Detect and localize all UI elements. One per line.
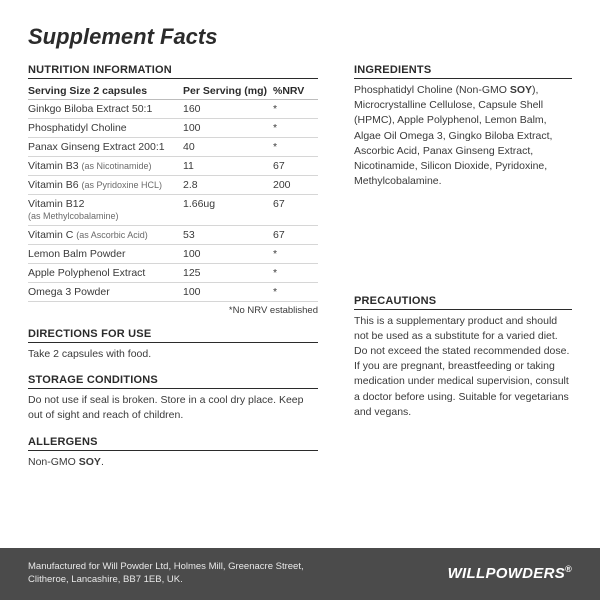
- storage-body: Do not use if seal is broken. Store in a…: [28, 393, 318, 423]
- nutrient-name: Vitamin C (as Ascorbic Acid): [28, 226, 183, 245]
- nrv-value: 67: [273, 195, 318, 226]
- table-row: Phosphatidyl Choline100*: [28, 119, 318, 138]
- ingredients-heading: INGREDIENTS: [354, 64, 572, 79]
- nutrient-name: Vitamin B3 (as Nicotinamide): [28, 157, 183, 176]
- nutrient-name: Vitamin B12(as Methylcobalamine): [28, 195, 183, 226]
- footer-bar: Manufactured for Will Powder Ltd, Holmes…: [0, 548, 600, 600]
- nrv-value: *: [273, 119, 318, 138]
- manufacturer-text: Manufactured for Will Powder Ltd, Holmes…: [28, 561, 338, 587]
- nrv-value: *: [273, 264, 318, 283]
- left-column: NUTRITION INFORMATION Serving Size 2 cap…: [28, 64, 318, 470]
- ingredients-body: Phosphatidyl Choline (Non-GMO SOY), Micr…: [354, 83, 572, 190]
- brand-logo: WILLPOWDERS®: [448, 563, 572, 584]
- per-serving-value: 53: [183, 226, 273, 245]
- per-serving-value: 100: [183, 245, 273, 264]
- nutrition-table: Ginkgo Biloba Extract 50:1160*Phosphatid…: [28, 100, 318, 302]
- right-column: INGREDIENTS Phosphatidyl Choline (Non-GM…: [354, 64, 572, 470]
- table-row: Vitamin C (as Ascorbic Acid)5367: [28, 226, 318, 245]
- brand-name: WILLPOWDERS: [448, 565, 565, 582]
- table-row: Lemon Balm Powder100*: [28, 245, 318, 264]
- per-serving-value: 160: [183, 100, 273, 119]
- nrv-value: *: [273, 100, 318, 119]
- nutrient-name: Vitamin B6 (as Pyridoxine HCL): [28, 176, 183, 195]
- per-serving-col-label: Per Serving (mg): [183, 85, 273, 97]
- storage-heading: STORAGE CONDITIONS: [28, 374, 318, 389]
- nrv-value: 67: [273, 157, 318, 176]
- nutrition-header-row: Serving Size 2 capsules Per Serving (mg)…: [28, 83, 318, 100]
- ingredients-bold: SOY: [510, 84, 532, 96]
- nutrient-name: Omega 3 Powder: [28, 283, 183, 302]
- precautions-heading: PRECAUTIONS: [354, 295, 572, 310]
- per-serving-value: 40: [183, 138, 273, 157]
- table-row: Vitamin B6 (as Pyridoxine HCL)2.8200: [28, 176, 318, 195]
- ingredients-pre: Phosphatidyl Choline (Non-GMO: [354, 84, 510, 96]
- nutrient-name: Lemon Balm Powder: [28, 245, 183, 264]
- per-serving-value: 1.66ug: [183, 195, 273, 226]
- allergens-prefix: Non-GMO: [28, 456, 79, 468]
- allergens-body: Non-GMO SOY.: [28, 455, 318, 470]
- table-row: Panax Ginseng Extract 200:140*: [28, 138, 318, 157]
- nrv-value: 67: [273, 226, 318, 245]
- nutrient-name: Phosphatidyl Choline: [28, 119, 183, 138]
- table-row: Ginkgo Biloba Extract 50:1160*: [28, 100, 318, 119]
- ingredients-post: ), Microcrystalline Cellulose, Capsule S…: [354, 84, 552, 187]
- allergens-heading: ALLERGENS: [28, 436, 318, 451]
- columns: NUTRITION INFORMATION Serving Size 2 cap…: [28, 64, 572, 470]
- nutrition-heading: NUTRITION INFORMATION: [28, 64, 318, 79]
- nutrient-name: Panax Ginseng Extract 200:1: [28, 138, 183, 157]
- supplement-facts-panel: Supplement Facts NUTRITION INFORMATION S…: [0, 0, 600, 470]
- per-serving-value: 2.8: [183, 176, 273, 195]
- directions-body: Take 2 capsules with food.: [28, 347, 318, 362]
- nrv-value: *: [273, 138, 318, 157]
- table-row: Apple Polyphenol Extract125*: [28, 264, 318, 283]
- nutrient-name: Apple Polyphenol Extract: [28, 264, 183, 283]
- serving-size-label: Serving Size 2 capsules: [28, 85, 183, 97]
- directions-heading: DIRECTIONS FOR USE: [28, 328, 318, 343]
- allergens-suffix: .: [101, 456, 104, 468]
- nrv-col-label: %NRV: [273, 85, 318, 97]
- nrv-value: *: [273, 245, 318, 264]
- precautions-body: This is a supplementary product and shou…: [354, 314, 572, 421]
- table-row: Vitamin B3 (as Nicotinamide)1167: [28, 157, 318, 176]
- page-title: Supplement Facts: [28, 24, 572, 50]
- registered-mark: ®: [565, 564, 572, 574]
- per-serving-value: 100: [183, 119, 273, 138]
- table-row: Vitamin B12(as Methylcobalamine)1.66ug67: [28, 195, 318, 226]
- nrv-value: *: [273, 283, 318, 302]
- table-row: Omega 3 Powder100*: [28, 283, 318, 302]
- per-serving-value: 125: [183, 264, 273, 283]
- allergens-bold: SOY: [79, 456, 101, 468]
- nutrient-name: Ginkgo Biloba Extract 50:1: [28, 100, 183, 119]
- per-serving-value: 11: [183, 157, 273, 176]
- nrv-footnote: *No NRV established: [28, 302, 318, 316]
- per-serving-value: 100: [183, 283, 273, 302]
- nrv-value: 200: [273, 176, 318, 195]
